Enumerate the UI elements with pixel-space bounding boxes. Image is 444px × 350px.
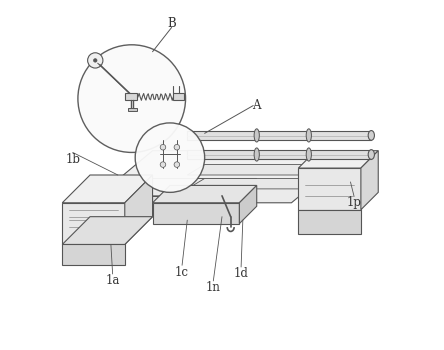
Ellipse shape	[254, 129, 259, 142]
Polygon shape	[125, 93, 137, 100]
Circle shape	[135, 123, 205, 192]
Polygon shape	[239, 186, 257, 224]
Text: 1a: 1a	[105, 274, 120, 287]
Polygon shape	[125, 196, 239, 210]
Circle shape	[94, 59, 97, 62]
Polygon shape	[187, 164, 316, 175]
Polygon shape	[187, 131, 371, 140]
Polygon shape	[361, 151, 378, 210]
Circle shape	[87, 53, 103, 68]
Ellipse shape	[368, 150, 374, 159]
Text: 1n: 1n	[206, 281, 221, 294]
Text: 1p: 1p	[346, 196, 361, 209]
Circle shape	[174, 162, 180, 167]
Polygon shape	[174, 93, 184, 100]
Polygon shape	[153, 203, 239, 224]
Circle shape	[160, 145, 166, 150]
Ellipse shape	[306, 129, 311, 142]
Polygon shape	[153, 186, 257, 203]
Polygon shape	[187, 150, 371, 159]
Ellipse shape	[254, 148, 259, 161]
Circle shape	[160, 162, 166, 167]
Circle shape	[174, 145, 180, 150]
Polygon shape	[125, 178, 257, 196]
Text: 1c: 1c	[175, 266, 189, 279]
Polygon shape	[111, 151, 333, 186]
Polygon shape	[62, 175, 153, 203]
Ellipse shape	[306, 148, 311, 161]
Text: 1d: 1d	[234, 267, 249, 280]
Polygon shape	[187, 178, 316, 189]
Text: A: A	[253, 99, 261, 112]
Polygon shape	[298, 168, 361, 210]
Polygon shape	[69, 154, 333, 234]
Polygon shape	[127, 108, 137, 111]
Polygon shape	[298, 151, 378, 168]
Polygon shape	[62, 217, 153, 244]
Polygon shape	[62, 203, 125, 244]
Text: 1b: 1b	[65, 153, 80, 166]
Circle shape	[78, 45, 186, 153]
Ellipse shape	[368, 131, 374, 140]
Polygon shape	[62, 244, 125, 265]
Polygon shape	[125, 175, 153, 244]
Text: B: B	[167, 18, 176, 30]
Polygon shape	[298, 210, 361, 234]
